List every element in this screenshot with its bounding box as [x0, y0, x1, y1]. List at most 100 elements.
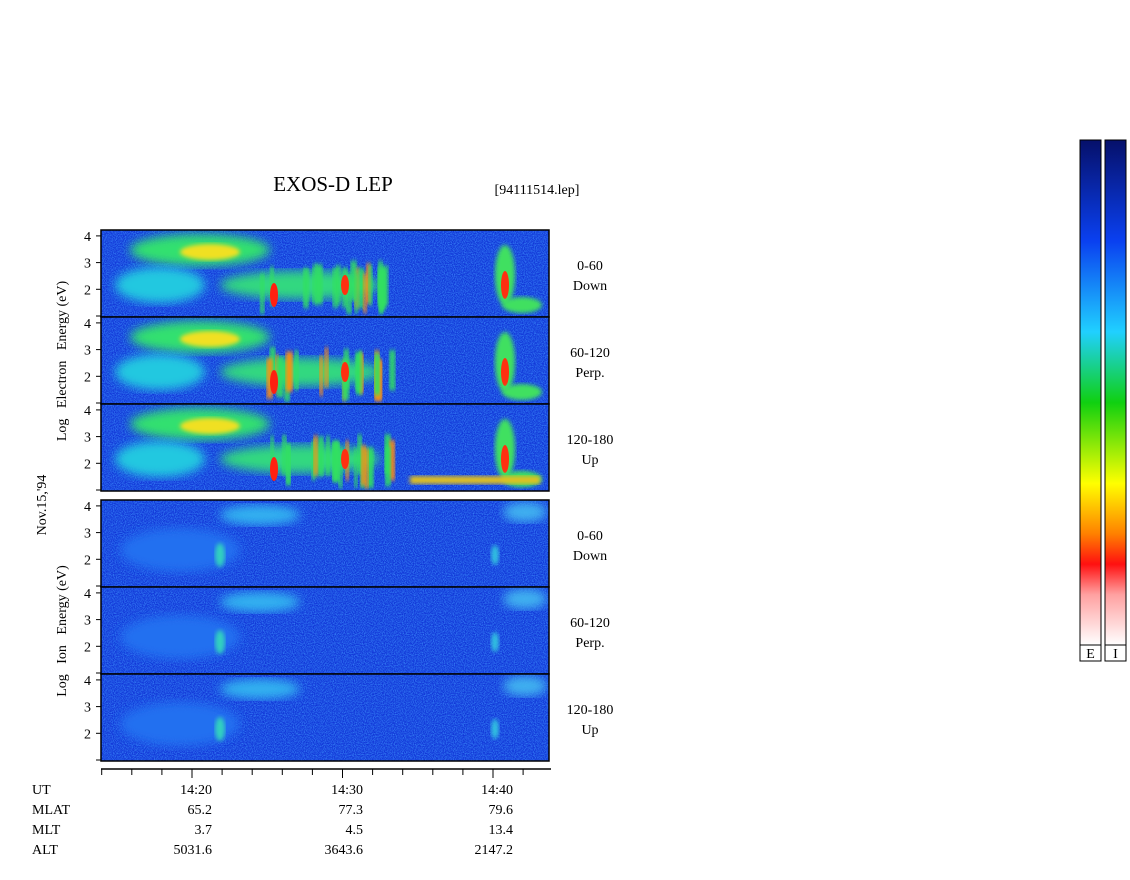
colorbar — [1079, 139, 1102, 646]
blob — [120, 528, 240, 572]
ion-axis-label: Log Ion Energy (eV) — [55, 565, 70, 697]
y-tick-label: 2 — [84, 457, 91, 472]
streak — [389, 440, 395, 481]
streak — [350, 260, 357, 301]
file-name: [94111514.lep] — [495, 183, 580, 198]
blob — [180, 418, 240, 434]
date: Nov.15,'94 — [35, 475, 50, 536]
y-tick-label: 3 — [84, 614, 91, 629]
orbit-value: 65.2 — [188, 803, 213, 818]
y-tick-label: 3 — [84, 527, 91, 542]
streak — [332, 441, 340, 482]
streak — [332, 267, 338, 308]
x-axis — [101, 768, 551, 778]
streak — [375, 355, 380, 396]
blob — [491, 632, 499, 652]
y-tick-label: 2 — [84, 727, 91, 742]
y-tick-label: 4 — [84, 230, 91, 245]
blob — [120, 702, 240, 746]
streak — [389, 350, 396, 391]
streak — [270, 435, 274, 476]
streak — [276, 357, 284, 398]
streak — [354, 273, 359, 314]
blob — [270, 457, 278, 481]
panel — [101, 230, 549, 317]
orbit-value: 79.6 — [489, 803, 514, 818]
streak — [363, 273, 367, 314]
blob — [115, 267, 205, 303]
streak — [286, 444, 291, 485]
streak — [319, 355, 323, 396]
blob — [115, 354, 205, 390]
streak — [354, 447, 358, 488]
colorbar-label-box — [1079, 644, 1102, 662]
blob — [501, 445, 509, 473]
blob — [215, 630, 225, 654]
streak — [324, 347, 329, 388]
streak — [282, 435, 287, 476]
streak — [313, 435, 318, 476]
panel-direction: Down — [573, 279, 607, 294]
orbit-value: 3.7 — [195, 823, 213, 838]
y-tick-label: 2 — [84, 283, 91, 298]
y-tick-label: 4 — [84, 404, 91, 419]
colorbar-label-box — [1104, 644, 1127, 662]
blob — [215, 717, 225, 741]
y-tick-label: 4 — [84, 500, 91, 515]
streak — [366, 263, 371, 304]
band — [410, 476, 540, 484]
blob — [270, 370, 278, 394]
blob — [502, 384, 542, 400]
panel-direction: Perp. — [575, 366, 604, 381]
y-tick-label: 3 — [84, 257, 91, 272]
blob — [501, 271, 509, 299]
y-tick-label: 3 — [84, 344, 91, 359]
orbit-table: UT 14:20 14:30 14:40 MLAT 65.2 77.3 79.6 MLT 3.7 4… — [32, 783, 513, 858]
blob — [220, 592, 300, 612]
colorbar-label: E — [1086, 647, 1095, 662]
streak — [346, 273, 352, 314]
streak — [315, 264, 323, 305]
streak — [364, 448, 369, 489]
panel-direction: Down — [573, 549, 607, 564]
title: EXOS-D LEP — [273, 172, 393, 196]
blob — [341, 275, 349, 295]
blob — [501, 358, 509, 386]
orbit-value: 3643.6 — [325, 843, 364, 858]
y-tick-label: 4 — [84, 587, 91, 602]
streak — [311, 440, 315, 481]
blob — [115, 441, 205, 477]
streak — [368, 264, 373, 305]
streak — [303, 267, 309, 308]
blob — [220, 679, 300, 699]
panels: 2 3 4 0-60 Down 2 3 4 60-120 Perp. 2 3 4 120-180 Up 2 3 4… — [84, 229, 614, 762]
panel — [101, 500, 549, 587]
panel — [101, 674, 549, 761]
y-tick-label: 2 — [84, 370, 91, 385]
orbit-name: MLAT — [32, 803, 71, 818]
blob — [503, 676, 547, 696]
y-tick-label: 4 — [84, 317, 91, 332]
streak — [385, 446, 391, 487]
blob — [341, 362, 349, 382]
panel-frame — [100, 673, 550, 762]
y-tick-label: 2 — [84, 553, 91, 568]
blob — [120, 615, 240, 659]
panel-angle: 120-180 — [567, 433, 614, 448]
blob — [180, 331, 240, 347]
streak — [312, 264, 318, 305]
orbit-value: 2147.2 — [475, 843, 514, 858]
orbit-name: ALT — [32, 843, 58, 858]
y-tick-label: 4 — [84, 674, 91, 689]
streak — [269, 347, 276, 388]
y-tick-label: 3 — [84, 431, 91, 446]
streak — [357, 434, 362, 475]
streak — [358, 268, 364, 309]
blob — [180, 244, 240, 260]
panel-angle: 120-180 — [567, 703, 614, 718]
streak — [382, 265, 388, 306]
panel-direction: Up — [581, 723, 598, 738]
streak — [326, 435, 330, 476]
streak — [338, 448, 343, 489]
